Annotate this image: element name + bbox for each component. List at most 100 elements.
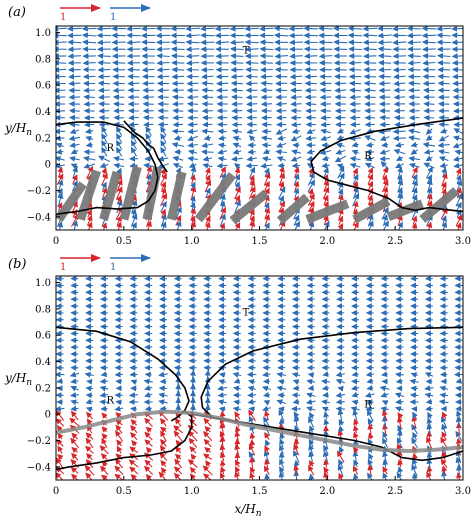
vector-arrow: [57, 192, 64, 207]
vector-arrow: [112, 59, 126, 66]
vector-arrow: [245, 162, 258, 169]
vector-arrow: [411, 463, 418, 477]
vector-arrow: [101, 181, 107, 191]
vector-arrow: [116, 139, 123, 150]
vector-arrow: [393, 80, 406, 87]
vector-arrow: [352, 450, 359, 463]
vector-arrow: [83, 94, 95, 101]
vector-arrow: [70, 392, 79, 398]
vector-arrow: [365, 371, 374, 378]
vector-arrow: [219, 451, 226, 462]
vector-arrow: [275, 128, 288, 135]
vector-arrow: [364, 163, 376, 169]
vector-arrow: [217, 148, 228, 155]
vector-arrow: [455, 192, 463, 207]
vector-arrow: [393, 107, 405, 114]
vector-arrow: [377, 46, 392, 53]
vector-arrow: [335, 371, 345, 378]
vector-arrow: [337, 188, 344, 198]
vector-arrow: [395, 398, 404, 405]
vector-arrow: [175, 214, 182, 226]
vector-arrow: [291, 149, 301, 156]
vector-arrow: [247, 148, 256, 155]
vector-arrow: [244, 46, 259, 53]
vector-arrow: [323, 194, 329, 205]
vector-arrow: [260, 101, 273, 108]
vector-arrow: [203, 431, 213, 442]
vector-arrow: [217, 156, 227, 162]
vector-arrow: [424, 372, 434, 378]
vector-arrow: [273, 26, 289, 32]
y-tick-label: 0.8: [35, 54, 51, 65]
vector-arrow: [455, 416, 462, 429]
vector-arrow: [116, 199, 123, 214]
vector-arrow: [115, 206, 123, 221]
vector-arrow: [393, 94, 406, 101]
vector-arrow: [451, 32, 463, 39]
vector-arrow: [57, 187, 63, 198]
y-tick-label: 0: [45, 410, 51, 421]
vector-arrow: [455, 214, 463, 227]
vector-arrow: [232, 406, 242, 413]
vector-arrow: [367, 173, 374, 185]
canopy-element: [276, 193, 310, 225]
vector-arrow: [453, 128, 463, 135]
vector-arrow: [157, 87, 169, 94]
vector-arrow: [248, 451, 256, 462]
vector-arrow: [67, 39, 82, 46]
vector-arrow: [292, 385, 300, 392]
vector-arrow: [204, 179, 212, 193]
vector-arrow: [201, 73, 214, 80]
vector-arrow: [322, 391, 329, 398]
vector-arrow: [393, 73, 406, 80]
vector-arrow: [99, 162, 109, 169]
vector-arrow: [202, 114, 213, 121]
vector-arrow: [158, 385, 168, 392]
vector-arrow: [291, 128, 301, 135]
vector-arrow: [309, 411, 315, 419]
vector-arrow: [234, 162, 241, 170]
vector-arrow: [353, 424, 359, 434]
vector-arrow: [365, 392, 375, 398]
vector-arrow: [263, 450, 270, 463]
vector-arrow: [189, 376, 196, 386]
vector-arrow: [245, 66, 259, 73]
vector-arrow: [411, 437, 418, 449]
vector-arrow: [128, 114, 139, 121]
vector-arrow: [57, 166, 64, 178]
vector-arrow: [304, 87, 317, 94]
vector-arrow: [145, 173, 152, 185]
vector-arrow: [204, 397, 211, 407]
vector-arrow: [127, 80, 140, 87]
vector-arrow: [436, 32, 451, 39]
vector-arrow: [218, 135, 227, 142]
vector-arrow: [367, 180, 374, 192]
vector-arrow: [424, 385, 434, 392]
vector-arrow: [377, 52, 392, 59]
vector-arrow: [392, 39, 407, 46]
vector-arrow: [437, 52, 451, 59]
vector-arrow: [436, 26, 452, 32]
vector-arrow: [247, 392, 257, 398]
vector-arrow: [396, 174, 403, 184]
vector-arrow: [85, 398, 94, 405]
vector-arrow: [322, 450, 329, 463]
vector-arrow: [426, 457, 433, 469]
vector-arrow: [336, 450, 345, 463]
vector-arrow: [308, 473, 315, 480]
vector-arrow: [131, 194, 137, 206]
vector-arrow: [70, 405, 79, 412]
plot-area: T R R: [56, 26, 463, 230]
vector-arrow: [292, 398, 300, 405]
vector-arrow: [308, 188, 314, 198]
vector-arrow: [130, 133, 137, 143]
vector-arrow: [277, 135, 286, 141]
vector-arrow: [234, 166, 241, 178]
vector-arrow: [173, 466, 183, 475]
vector-arrow: [68, 73, 81, 80]
vector-arrow: [115, 430, 124, 442]
canopy-element: [419, 187, 460, 223]
vector-arrow: [289, 53, 303, 60]
vector-arrow: [308, 438, 315, 447]
vector-arrow: [351, 141, 359, 148]
